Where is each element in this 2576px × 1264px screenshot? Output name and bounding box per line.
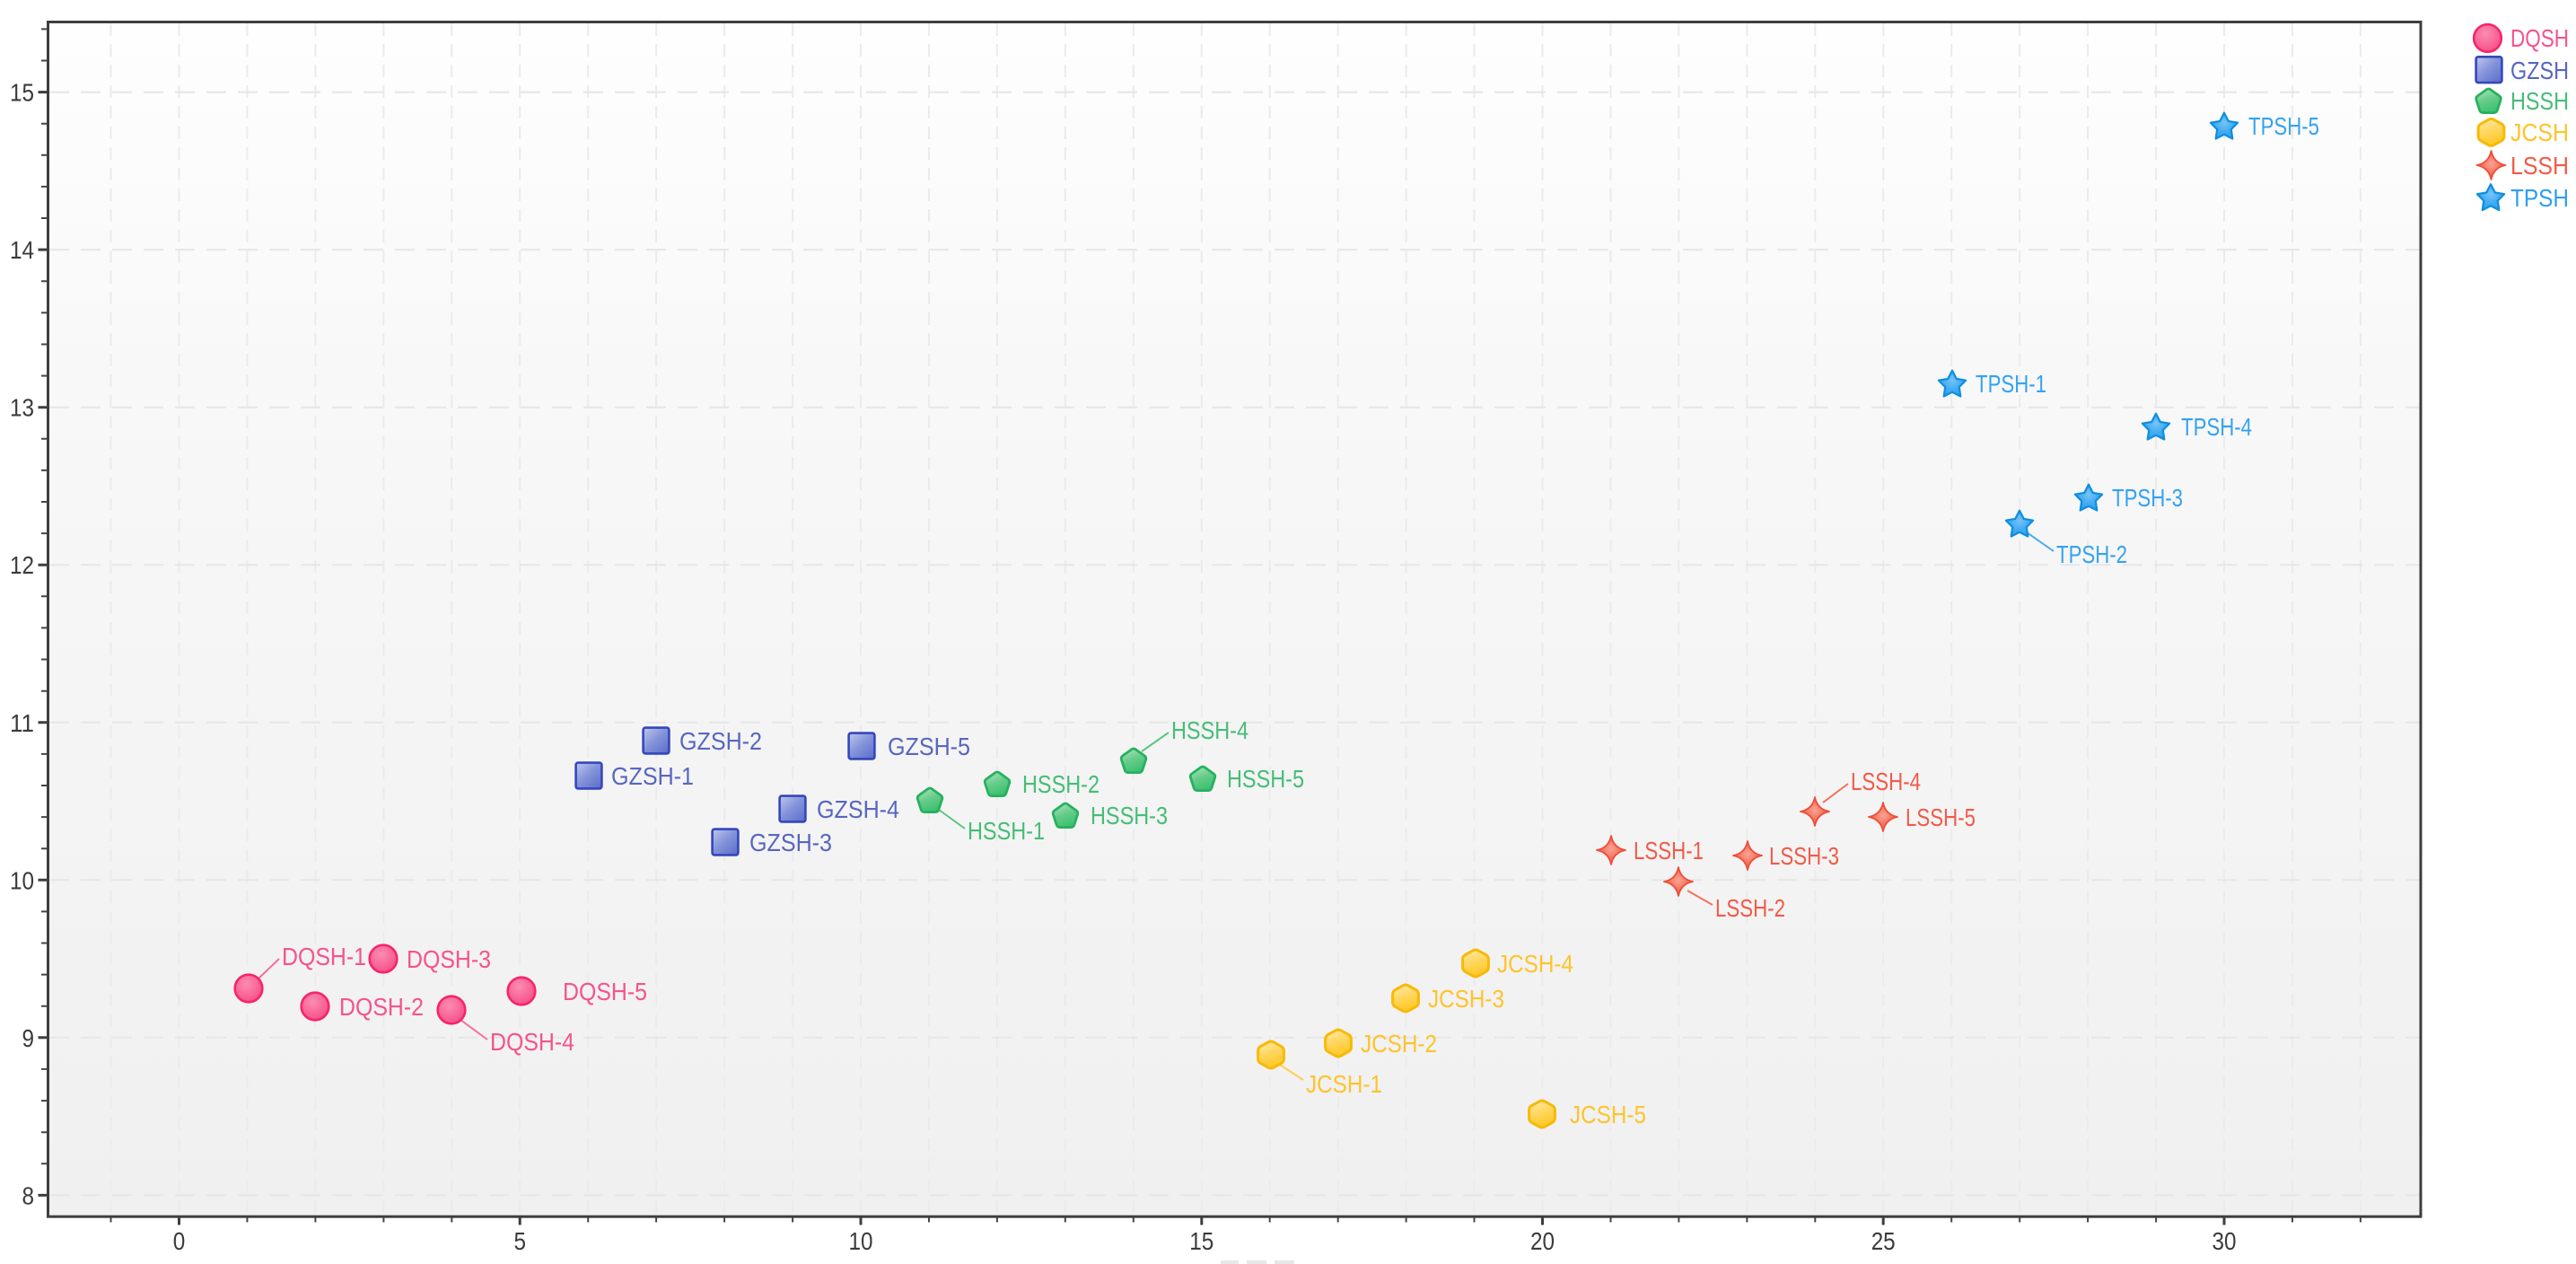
svg-text:GZSH-3: GZSH-3 (749, 829, 832, 856)
svg-text:GZSH-5: GZSH-5 (888, 733, 970, 760)
svg-text:LSSH-5: LSSH-5 (1906, 803, 1976, 831)
svg-text:LSSH-4: LSSH-4 (1851, 768, 1921, 795)
svg-text:HSSH: HSSH (2510, 87, 2569, 115)
svg-text:12: 12 (10, 551, 34, 579)
svg-text:LSSH: LSSH (2510, 152, 2569, 180)
svg-text:JCSH-1: JCSH-1 (1306, 1070, 1382, 1098)
svg-text:TPSH-4: TPSH-4 (2181, 413, 2252, 441)
svg-text:15: 15 (10, 79, 34, 107)
svg-text:5: 5 (513, 1227, 526, 1255)
svg-text:GZSH-1: GZSH-1 (611, 762, 694, 790)
svg-text:DQSH-4: DQSH-4 (490, 1028, 574, 1056)
svg-text:20: 20 (1530, 1227, 1555, 1255)
svg-text:9: 9 (22, 1024, 35, 1052)
svg-text:DQSH-3: DQSH-3 (407, 945, 491, 973)
svg-text:TPSH-3: TPSH-3 (2112, 484, 2183, 512)
svg-text:11: 11 (10, 709, 34, 737)
svg-text:0: 0 (173, 1227, 186, 1255)
svg-text:JCSH-2: JCSH-2 (1361, 1030, 1437, 1058)
svg-text:LSSH-1: LSSH-1 (1634, 837, 1704, 865)
svg-text:GZSH-4: GZSH-4 (817, 795, 899, 823)
svg-text:JCSH: JCSH (2510, 118, 2569, 146)
svg-text:25: 25 (1871, 1227, 1896, 1255)
svg-text:LSSH-3: LSSH-3 (1769, 842, 1839, 870)
svg-text:15: 15 (1189, 1227, 1214, 1255)
svg-text:JCSH-3: JCSH-3 (1428, 985, 1504, 1013)
svg-text:GZSH: GZSH (2510, 57, 2569, 84)
svg-text:DQSH: DQSH (2510, 24, 2569, 52)
svg-text:8: 8 (22, 1181, 35, 1209)
svg-text:GZSH-2: GZSH-2 (679, 727, 762, 755)
svg-text:TPSH-2: TPSH-2 (2056, 540, 2127, 568)
svg-text:HSSH-2: HSSH-2 (1022, 770, 1100, 798)
svg-text:HSSH-1: HSSH-1 (968, 817, 1045, 845)
svg-text:JCSH-5: JCSH-5 (1570, 1101, 1646, 1128)
svg-text:14: 14 (10, 236, 34, 264)
svg-text:10: 10 (849, 1227, 873, 1255)
svg-text:JCSH-4: JCSH-4 (1497, 950, 1573, 978)
svg-text:HSSH-3: HSSH-3 (1091, 802, 1168, 830)
svg-text:LSSH-2: LSSH-2 (1715, 894, 1785, 922)
svg-text:TPSH-1: TPSH-1 (1976, 370, 2046, 398)
svg-text:HSSH-4: HSSH-4 (1171, 716, 1249, 744)
svg-text:30: 30 (2212, 1227, 2237, 1255)
svg-text:TPSH-5: TPSH-5 (2248, 112, 2319, 140)
svg-text:13: 13 (10, 394, 34, 422)
svg-text:DQSH-5: DQSH-5 (563, 978, 647, 1005)
svg-text:DQSH-2: DQSH-2 (339, 993, 424, 1021)
svg-text:HSSH-5: HSSH-5 (1227, 765, 1304, 793)
svg-text:10: 10 (10, 866, 34, 894)
svg-text:TPSH: TPSH (2510, 184, 2569, 212)
svg-text:DQSH-1: DQSH-1 (282, 943, 366, 970)
